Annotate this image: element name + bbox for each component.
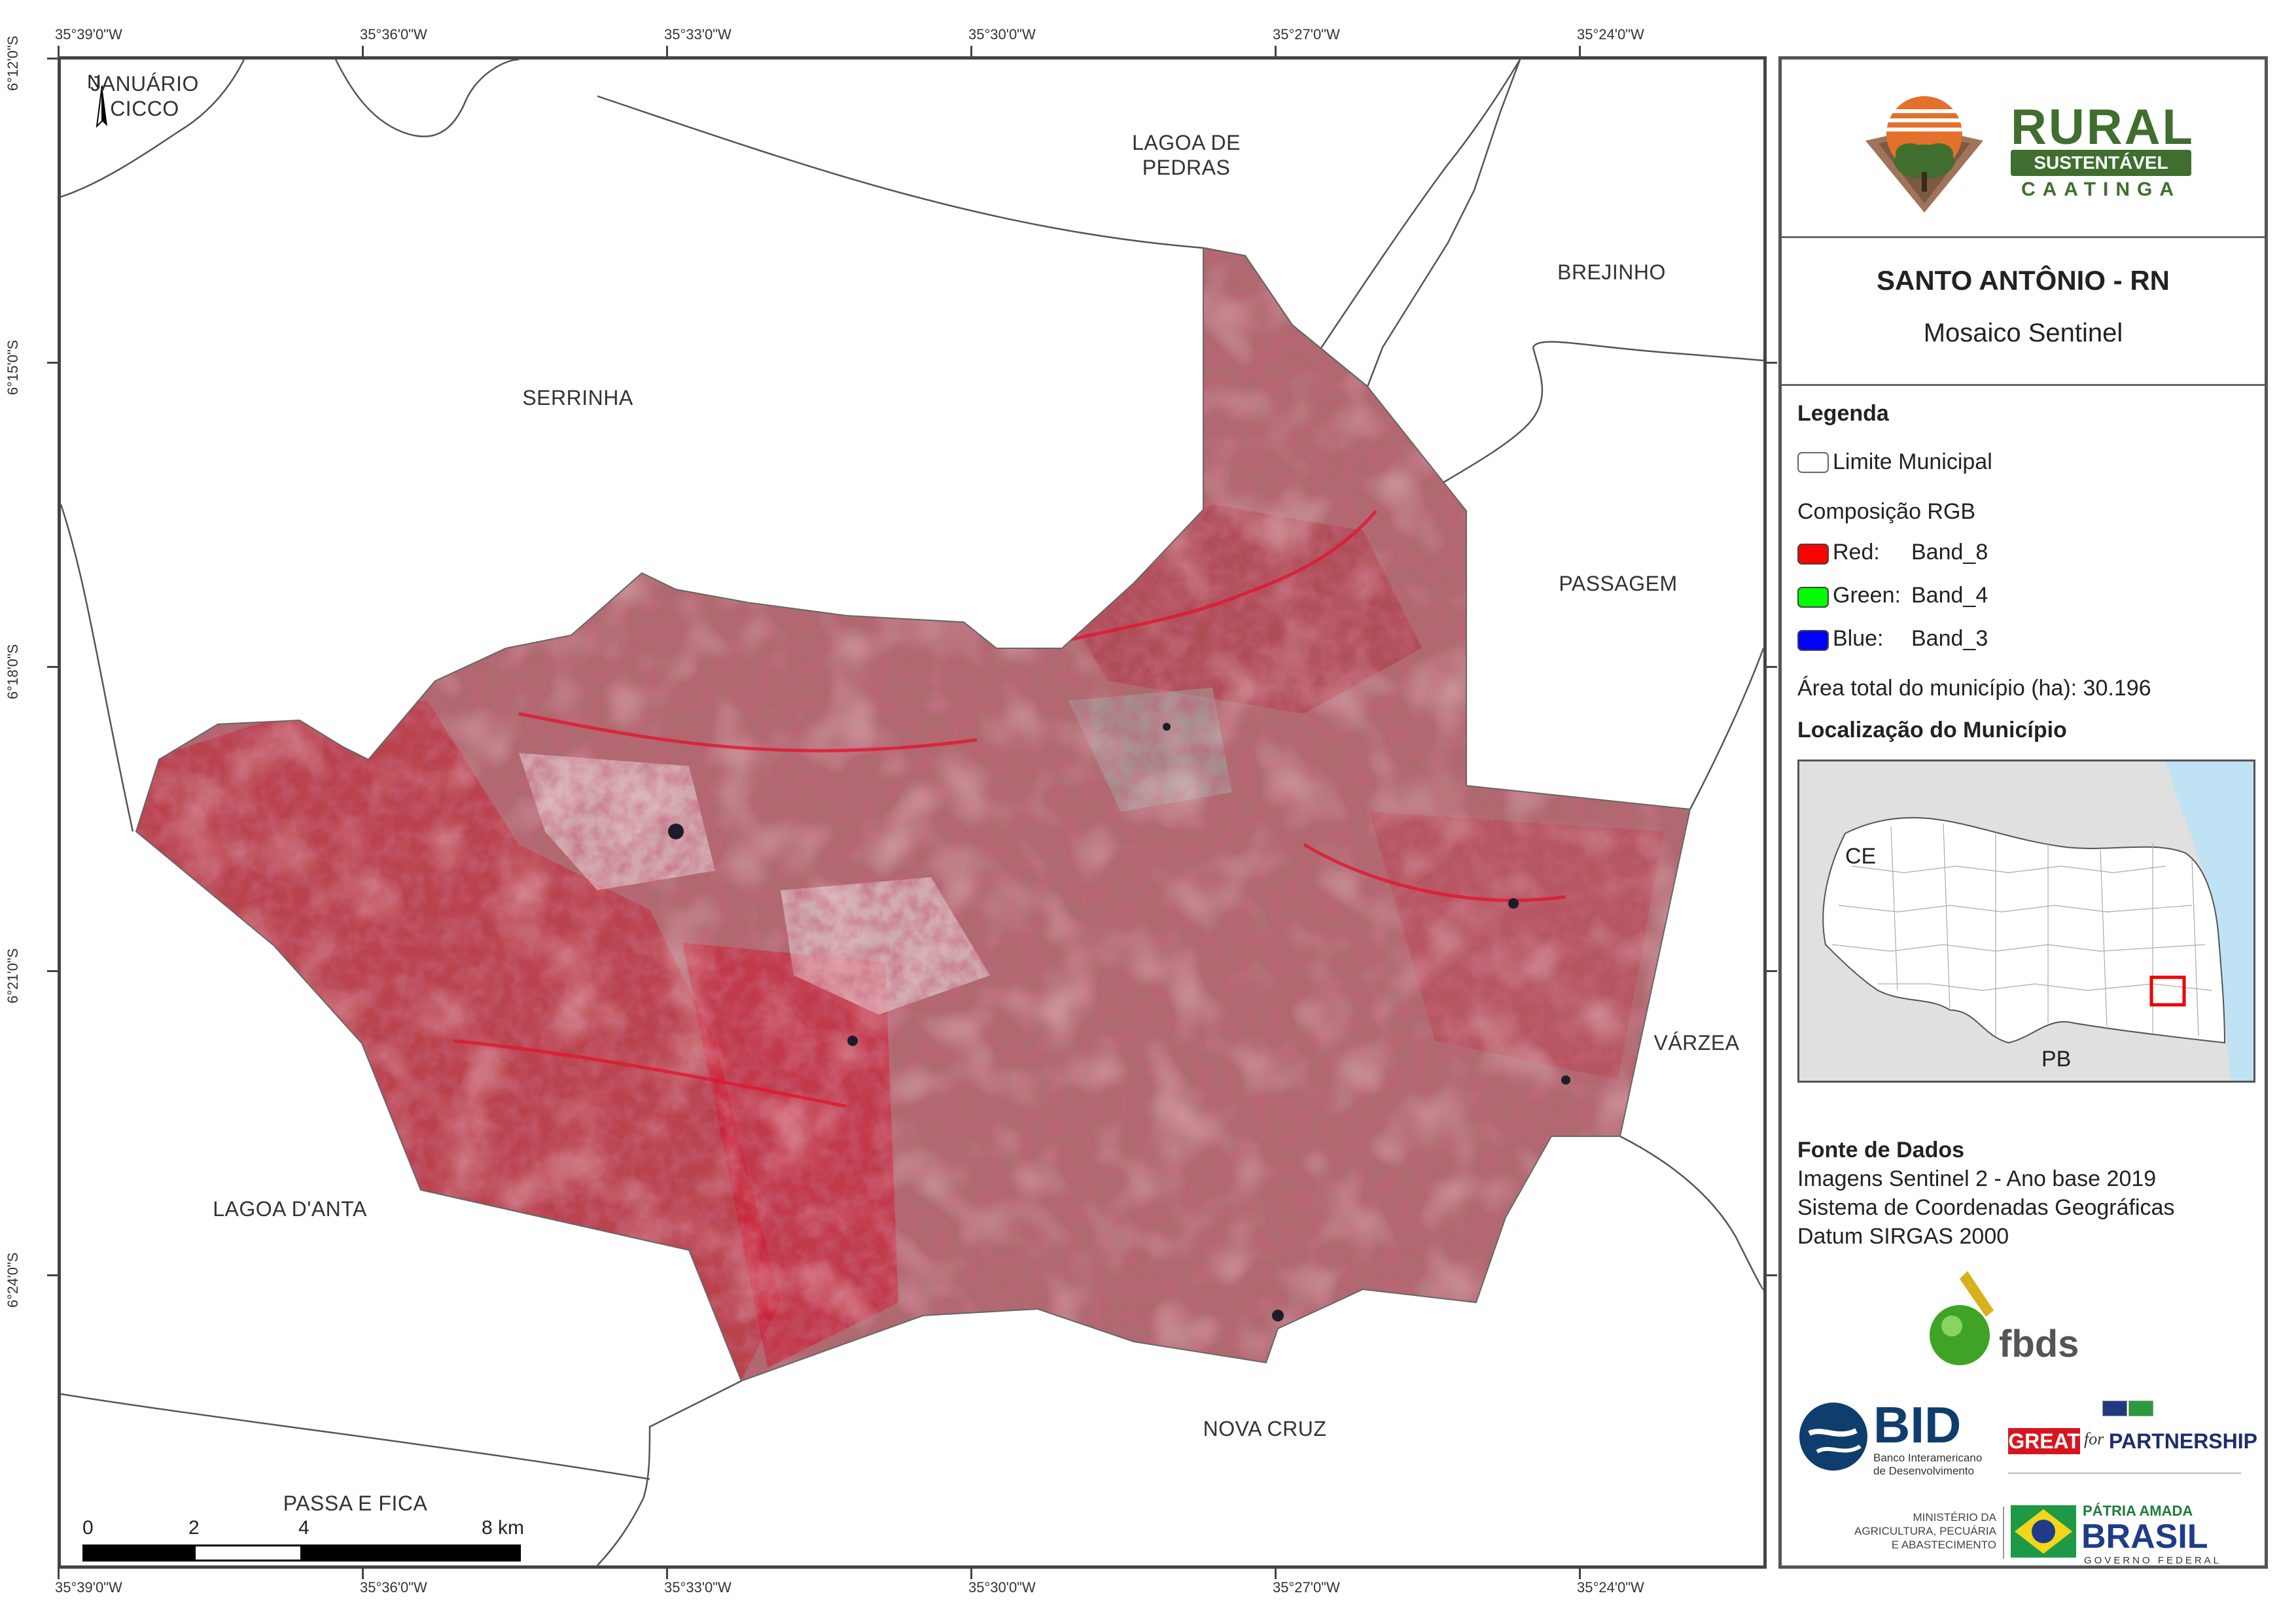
scale-label-0: 0 bbox=[82, 1517, 94, 1539]
legend-heading: Legenda bbox=[1797, 401, 1889, 426]
map-title: SANTO ANTÔNIO - RN bbox=[1877, 265, 2170, 296]
lon-top-2: 35°36'0"W bbox=[360, 26, 427, 43]
label-passa-e-fica: PASSA E FICA bbox=[283, 1492, 428, 1515]
label-varzea: VÁRZEA bbox=[1653, 1031, 1740, 1055]
scale-label-2: 2 bbox=[188, 1517, 200, 1539]
logo-caatinga: CAATINGA bbox=[2021, 179, 2181, 200]
lon-bottom-4: 35°30'0"W bbox=[968, 1579, 1036, 1596]
rural-sustentavel-logo-icon bbox=[1865, 96, 1983, 213]
side-panel: RURAL SUSTENTÁVEL CAATINGA SANTO ANTÔNIO… bbox=[1778, 56, 2268, 1569]
map-frame: N JANUÁRIO CICCO LAGOA DE PEDRAS BREJINH… bbox=[58, 56, 1767, 1569]
scale-label-8: 8 km bbox=[482, 1517, 525, 1539]
area-total: Área total do município (ha): 30.196 bbox=[1797, 676, 2151, 701]
great-partnership: PARTNERSHIP bbox=[2109, 1429, 2257, 1453]
red-band: Band_8 bbox=[1911, 540, 1988, 565]
scale-bar: 0 2 4 8 km bbox=[82, 1517, 527, 1563]
limit-label: Limite Municipal bbox=[1833, 449, 1992, 474]
sources-heading: Fonte de Dados bbox=[1797, 1138, 1965, 1162]
source-line-2: Sistema de Coordenadas Geográficas bbox=[1797, 1195, 2175, 1220]
lat-left-3: 6°18'0"S bbox=[5, 644, 21, 699]
green-channel: Green: bbox=[1833, 583, 1901, 608]
map-canvas bbox=[61, 60, 1763, 1565]
patria-amada: PÁTRIA AMADA bbox=[2083, 1503, 2193, 1519]
fbds-logo-icon bbox=[1930, 1271, 1994, 1365]
inset-label-pb: PB bbox=[2041, 1047, 2072, 1072]
scale-label-4: 4 bbox=[298, 1517, 309, 1539]
title-section: SANTO ANTÔNIO - RN Mosaico Sentinel bbox=[1782, 236, 2265, 386]
scale-segment-2 bbox=[194, 1544, 302, 1562]
lon-top-1: 35°39'0"W bbox=[55, 26, 122, 43]
ministry-divider bbox=[2003, 1507, 2004, 1559]
lat-left-2: 6°15'0"S bbox=[5, 340, 21, 395]
blue-band: Band_3 bbox=[1911, 626, 1988, 651]
blue-swatch bbox=[1797, 630, 1829, 651]
north-arrow-icon bbox=[96, 85, 107, 128]
logo-sustentavel: SUSTENTÁVEL bbox=[2011, 150, 2191, 176]
lon-top-6: 35°24'0"W bbox=[1577, 26, 1644, 43]
location-marker bbox=[2149, 975, 2186, 1007]
green-swatch bbox=[1797, 587, 1829, 608]
bid-subtext: Banco Interamericano de Desenvolvimento bbox=[1873, 1452, 1983, 1477]
inset-label-ce: CE bbox=[1845, 844, 1877, 869]
label-nova-cruz: NOVA CRUZ bbox=[1203, 1417, 1327, 1440]
green-band: Band_4 bbox=[1911, 583, 1988, 608]
label-januario-cicco: JANUÁRIO CICCO bbox=[90, 72, 199, 120]
br-flag-icon bbox=[2128, 1401, 2153, 1416]
brasil-flag-icon bbox=[2011, 1505, 2076, 1558]
municipal-boundary bbox=[135, 247, 1691, 1382]
north-arrow-label: N bbox=[87, 71, 101, 93]
source-line-3: Datum SIRGAS 2000 bbox=[1797, 1224, 2009, 1249]
lat-left-5: 6°24'0"S bbox=[5, 1252, 21, 1308]
lon-bottom-3: 35°33'0"W bbox=[664, 1579, 732, 1596]
scale-segment-3 bbox=[302, 1544, 521, 1562]
location-heading: Localização do Município bbox=[1797, 718, 2067, 742]
source-line-1: Imagens Sentinel 2 - Ano base 2019 bbox=[1797, 1166, 2157, 1191]
bid-logo-icon bbox=[1799, 1403, 1867, 1471]
lon-top-3: 35°33'0"W bbox=[664, 26, 732, 43]
bid-text: BID bbox=[1873, 1396, 1962, 1454]
blue-channel: Blue: bbox=[1833, 626, 1884, 651]
label-serrinha: SERRINHA bbox=[522, 386, 633, 410]
partners-divider bbox=[2008, 1473, 2241, 1474]
sentinel-mosaic bbox=[136, 248, 1690, 1381]
lon-bottom-2: 35°36'0"W bbox=[360, 1579, 427, 1596]
fbds-text: fbds bbox=[1999, 1323, 2079, 1365]
ministerio-text: MINISTÉRIO DA AGRICULTURA, PECUÁRIA E AB… bbox=[1854, 1511, 1996, 1551]
lon-top-5: 35°27'0"W bbox=[1273, 26, 1340, 43]
governo-federal: GOVERNO FEDERAL bbox=[2084, 1555, 2222, 1566]
red-swatch bbox=[1797, 544, 1829, 565]
rn-state-shape bbox=[1822, 817, 2226, 1044]
lat-left-4: 6°21'0"S bbox=[5, 948, 21, 1003]
scale-segment-1 bbox=[82, 1544, 194, 1562]
brasil-text: BRASIL bbox=[2081, 1518, 2208, 1556]
rgb-heading: Composição RGB bbox=[1797, 499, 1976, 524]
red-channel: Red: bbox=[1833, 540, 1880, 565]
label-lagoa-danta: LAGOA D'ANTA bbox=[213, 1197, 367, 1221]
map-subtitle: Mosaico Sentinel bbox=[1923, 319, 2123, 347]
lon-bottom-1: 35°39'0"W bbox=[55, 1579, 122, 1596]
great-for: for bbox=[2084, 1429, 2104, 1448]
label-brejinho: BREJINHO bbox=[1557, 260, 1666, 284]
great-badge: GREAT bbox=[2008, 1428, 2080, 1454]
lon-bottom-6: 35°24'0"W bbox=[1577, 1579, 1644, 1596]
logo-section: RURAL SUSTENTÁVEL CAATINGA bbox=[1782, 60, 2265, 238]
inset-map: CE PB bbox=[1797, 759, 2255, 1083]
uk-flag-icon bbox=[2102, 1401, 2127, 1416]
limit-swatch bbox=[1797, 452, 1829, 473]
lon-top-4: 35°30'0"W bbox=[968, 26, 1036, 43]
label-passagem: PASSAGEM bbox=[1559, 572, 1678, 595]
logo-rural: RURAL bbox=[2011, 99, 2195, 155]
lat-left-1: 6°12'0"S bbox=[5, 35, 21, 91]
lon-bottom-5: 35°27'0"W bbox=[1273, 1579, 1340, 1596]
label-lagoa-de-pedras: LAGOA DE PEDRAS bbox=[1132, 131, 1241, 179]
